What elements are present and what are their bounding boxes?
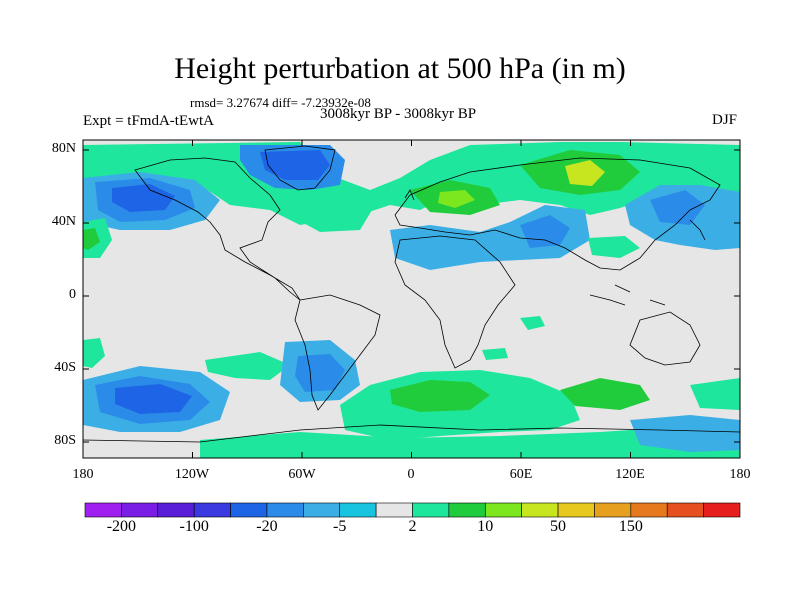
coastline-greenland [264,145,336,191]
stats-text: rmsd= 3.27674 diff= -7.23932e-08 [190,95,371,110]
lat-label-40n: 40N [51,214,76,229]
colorbar-label: 150 [618,518,643,535]
lat-label-80s: 80S [54,433,76,448]
coastline-se-asia-islands [589,284,666,306]
colorbar-swatch [339,502,377,518]
colorbar-swatch [448,502,486,518]
plot-title: Height perturbation at 500 hPa (in m) [174,52,626,85]
lon-label-60w: 60W [288,467,316,482]
contour-sh-green-east [690,378,740,410]
contour-antarctic-green [200,428,740,458]
colorbar-label: -100 [179,518,209,535]
colorbar-swatch [157,502,195,518]
colorbar-swatch [703,502,741,518]
contour-satlantic-core [390,380,490,412]
lon-label-0: 0 [407,467,415,482]
contour-nafrica-core [520,215,570,248]
contour-equator-green-2 [482,348,508,360]
contour-greenland-core [260,150,330,180]
colorbar-swatch [557,502,595,518]
coastline-britain [404,189,415,201]
contour-japan-core [650,190,705,225]
colorbar-label: -5 [333,518,347,535]
lon-label-60e: 60E [509,467,533,482]
colorbar-swatch [84,502,122,518]
contour-pacific-core [112,184,175,212]
colorbar [84,502,741,518]
contour-europe-core [438,190,475,208]
contour-samerica-core [295,354,345,392]
lon-label-120w: 120W [174,467,210,482]
colorbar-label: -200 [106,518,137,535]
coastline-australia [629,311,701,366]
contour-atlantic-green [298,195,372,232]
colorbar-swatch [193,502,231,518]
colorbar-swatch [521,502,559,518]
contour-southpac-core [115,384,192,414]
lon-label-180e: 180 [729,467,751,482]
contour-sh-green-west [83,338,105,368]
colorbar-swatch [594,502,632,518]
coastline-antarctica [83,424,740,443]
colorbar-swatch [230,502,268,518]
lat-label-40s: 40S [54,360,76,375]
coastline-japan [689,219,706,241]
colorbar-swatch [375,502,413,518]
lat-label-0: 0 [69,287,76,302]
axis-ticks [82,140,741,458]
coastline-africa [394,235,516,369]
colorbar-label: -20 [256,518,278,535]
coastline-north-america [134,157,301,301]
contour-siberia-core [565,160,605,186]
colorbar-label: 10 [477,518,494,535]
contour-equator-green-1 [520,316,545,330]
colorbar-swatch [666,502,704,518]
colorbar-swatch [121,502,159,518]
season-label: DJF [712,112,738,128]
colorbar-swatch [303,502,341,518]
lon-label-120e: 120E [615,467,645,482]
contour-asia-green [588,236,640,258]
colorbar-swatch [412,502,450,518]
coastlines [83,145,740,443]
contour-sh-green-band [205,352,290,380]
experiment-label: Expt = tFmdA-tEwtA [83,113,214,129]
lon-label-180w: 180 [72,467,94,482]
coastline-south-america [294,294,381,411]
coastline-eurasia [394,157,721,271]
colorbar-swatch [266,502,304,518]
contour-indian-green [560,378,650,410]
colorbar-swatch [630,502,668,518]
colorbar-label: 2 [408,518,417,535]
period-label: 3008kyr BP - 3008kyr BP [320,106,477,122]
colorbar-swatch [484,502,522,518]
contour-westpac-core [83,228,100,250]
contour-antarctic-blue [630,415,740,452]
lat-label-80n: 80N [51,141,76,156]
colorbar-label: 50 [550,518,567,535]
